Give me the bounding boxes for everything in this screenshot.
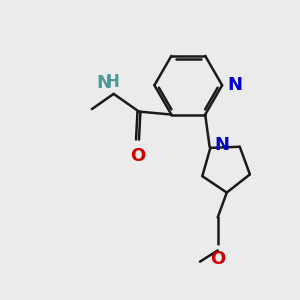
Text: N: N [97,74,112,92]
Text: H: H [105,73,119,91]
Text: O: O [210,250,225,268]
Text: N: N [227,76,242,94]
Text: N: N [214,136,229,154]
Text: O: O [130,147,145,165]
